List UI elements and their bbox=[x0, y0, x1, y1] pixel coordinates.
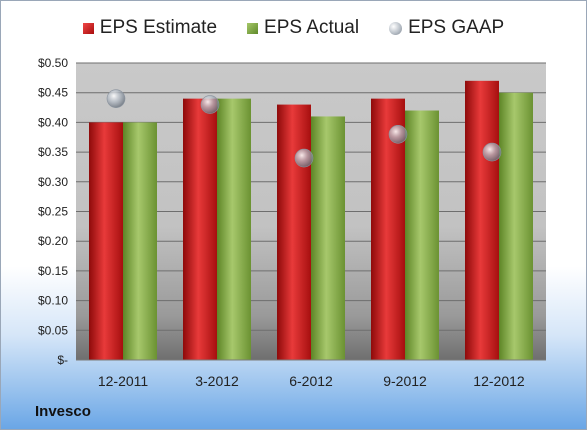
point-eps-gaap bbox=[294, 148, 314, 168]
legend-swatch-estimate bbox=[82, 22, 94, 34]
y-tick-label: $0.45 bbox=[38, 86, 68, 100]
y-tick-label: $0.05 bbox=[38, 323, 68, 337]
y-tick-label: $0.40 bbox=[38, 115, 68, 129]
bar-eps-actual bbox=[405, 110, 439, 361]
x-tick-label: 12-2011 bbox=[98, 373, 149, 389]
legend-item-gaap: EPS GAAP bbox=[389, 17, 504, 39]
y-axis-ticks: $- $0.05 $0.10 $0.15 $0.20 $0.25 $0.30 $0.35 $0.… bbox=[38, 56, 68, 367]
y-tick-label: $0.35 bbox=[38, 145, 68, 159]
x-tick-label: 12-2012 bbox=[473, 373, 525, 389]
y-tick-label: $- bbox=[57, 353, 68, 367]
point-eps-gaap bbox=[388, 124, 408, 144]
bar-eps-estimate bbox=[89, 122, 123, 361]
point-eps-gaap bbox=[200, 95, 220, 114]
bar-eps-actual bbox=[311, 116, 345, 361]
gaap-points bbox=[106, 89, 502, 168]
bar-eps-actual bbox=[217, 98, 251, 360]
y-tick-label: $0.10 bbox=[38, 294, 68, 308]
bar-eps-actual bbox=[499, 92, 533, 360]
y-tick-label: $0.20 bbox=[38, 234, 68, 248]
legend-label-estimate: EPS Estimate bbox=[99, 17, 218, 38]
legend-item-actual: EPS Actual bbox=[247, 17, 359, 39]
y-tick-label: $0.25 bbox=[38, 205, 68, 219]
bar-eps-estimate bbox=[183, 98, 217, 360]
y-tick-label: $0.50 bbox=[38, 56, 68, 70]
legend-label-gaap: EPS GAAP bbox=[408, 17, 505, 38]
y-tick-label: $0.30 bbox=[38, 175, 68, 189]
legend-label-actual: EPS Actual bbox=[264, 17, 360, 38]
point-eps-gaap bbox=[106, 89, 126, 108]
x-axis-ticks: 12-2011 3-2012 6-2012 9-2012 12-2012 bbox=[98, 373, 525, 389]
x-tick-label: 6-2012 bbox=[289, 373, 333, 389]
y-tick-label: $0.15 bbox=[38, 264, 68, 278]
bar-eps-actual bbox=[123, 122, 157, 361]
bar-eps-estimate bbox=[465, 80, 499, 360]
company-label: Invesco bbox=[35, 403, 91, 420]
legend: EPS Estimate EPS Actual EPS GAAP bbox=[1, 17, 586, 39]
legend-swatch-gaap bbox=[389, 21, 403, 35]
bar-eps-estimate bbox=[277, 104, 311, 360]
legend-swatch-actual bbox=[247, 22, 259, 34]
x-tick-label: 3-2012 bbox=[195, 373, 239, 389]
point-eps-gaap bbox=[482, 142, 502, 162]
bars bbox=[89, 80, 533, 361]
legend-item-estimate: EPS Estimate bbox=[82, 17, 218, 39]
x-tick-label: 9-2012 bbox=[383, 373, 427, 389]
